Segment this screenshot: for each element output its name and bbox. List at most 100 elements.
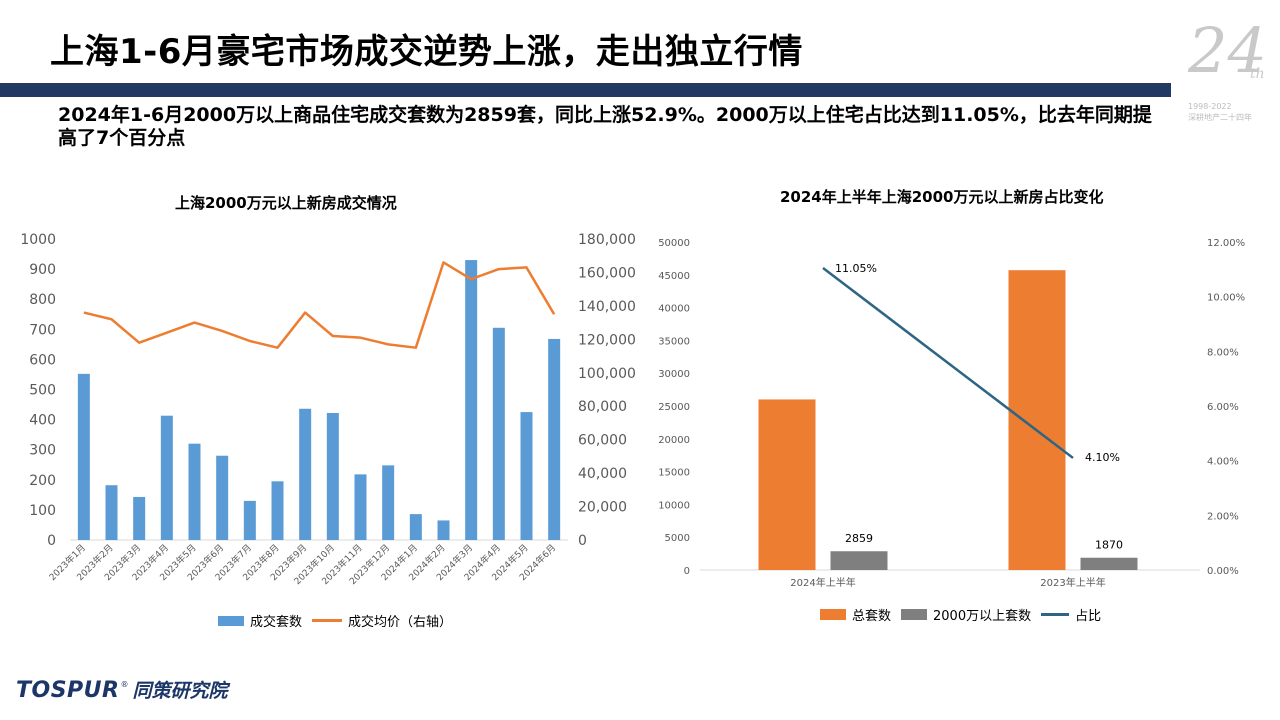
legend-item-above: 2000万以上套数 (901, 605, 1031, 624)
legend-swatch-line (312, 619, 343, 622)
right-axis-tick-label: 10.00% (1207, 293, 1245, 304)
right-chart-legend: 总套数 2000万以上套数 占比 (820, 605, 1111, 624)
left-axis-tick-label: 500 (29, 383, 56, 399)
summary-text: 2024年1-6月2000万以上商品住宅成交套数为2859套，同比上涨52.9%… (58, 104, 1152, 149)
legend-label-total: 总套数 (852, 609, 892, 624)
left-axis-tick-label: 900 (29, 262, 56, 278)
left-axis-tick-label: 200 (29, 473, 56, 489)
left-axis-tick-label: 100 (29, 503, 56, 519)
legend-label-above: 2000万以上套数 (933, 609, 1032, 624)
x-tick-label: 2024年上半年 (790, 576, 855, 589)
legend-swatch-bar (218, 615, 244, 626)
bar-2023年1月 (77, 373, 90, 540)
left-axis-tick-label: 30000 (658, 369, 690, 380)
bar-2023年4月 (160, 415, 173, 540)
bar-2023年8月 (271, 481, 284, 540)
badge-subtitle: 深耕地产二十四年 (1188, 113, 1252, 122)
right-axis-tick-label: 6.00% (1207, 402, 1239, 413)
logo-english: TOSPUR (16, 678, 120, 703)
left-axis-tick-label: 25000 (658, 402, 690, 413)
left-axis-tick-label: 50000 (658, 238, 690, 249)
bar-2024年1月 (409, 514, 422, 540)
right-axis-tick-label: 0 (578, 533, 587, 549)
left-chart-legend: 成交套数 成交均价（右轴） (218, 611, 462, 630)
left-chart-title: 上海2000万元以上新房成交情况 (175, 194, 397, 212)
bar-2024年3月 (465, 260, 478, 540)
legend-label-line: 成交均价（右轴） (348, 615, 453, 630)
anniversary-badge: 24 th 1998-2022 深耕地产二十四年 (1180, 14, 1276, 123)
left-axis-tick-label: 1000 (20, 232, 56, 248)
left-axis-tick-label: 35000 (658, 336, 690, 347)
badge-years: 1998-2022 (1188, 102, 1232, 111)
legend-label-bar: 成交套数 (250, 615, 303, 630)
legend-swatch-above (901, 609, 928, 620)
bar-2023年6月 (216, 455, 229, 540)
logo-registered-mark: ® (120, 680, 129, 689)
badge-suffix: th (1250, 66, 1265, 82)
bar-2024年6月 (548, 338, 561, 540)
line-series-ratio (822, 266, 1074, 459)
right-axis-tick-label: 180,000 (578, 232, 636, 248)
right-axis-tick-label: 60,000 (578, 433, 627, 449)
legend-item-ratio: 占比 (1041, 605, 1101, 624)
ratio-data-label: 4.10% (1085, 451, 1120, 464)
right-axis-tick-label: 0.00% (1207, 566, 1239, 577)
bar-2023年7月 (243, 500, 256, 540)
left-axis-tick-label: 5000 (665, 533, 690, 544)
legend-swatch-total (820, 609, 846, 620)
bar-2023年9月 (299, 408, 312, 540)
bar-2024年2月 (437, 520, 450, 540)
left-axis-tick-label: 600 (29, 352, 56, 368)
left-axis-tick-label: 20000 (658, 435, 690, 446)
x-tick-label: 2023年上半年 (1040, 576, 1105, 589)
logo-chinese: 同策研究院 (132, 680, 228, 702)
ratio-data-label: 11.05% (835, 262, 877, 275)
bar-2023年2月 (105, 485, 118, 540)
legend-item-bar-series: 成交套数 (218, 611, 302, 630)
line-series-avg-price (83, 261, 556, 349)
bar-2000万以上套数-2024年上半年 (830, 551, 888, 570)
right-axis-tick-label: 4.00% (1207, 457, 1239, 468)
right-axis-tick-label: 40,000 (578, 466, 627, 482)
bar-2000万以上套数-2023年上半年 (1080, 557, 1138, 570)
right-axis-tick-label: 120,000 (578, 332, 636, 348)
right-axis-tick-label: 140,000 (578, 299, 636, 315)
left-axis-tick-label: 10000 (658, 500, 690, 511)
right-axis-tick-label: 2.00% (1207, 511, 1239, 522)
bar-总套数-2024年上半年 (758, 399, 816, 570)
left-axis-tick-label: 45000 (658, 271, 690, 282)
left-axis-tick-label: 0 (47, 533, 56, 549)
left-axis-tick-label: 700 (29, 322, 56, 338)
right-axis-tick-label: 100,000 (578, 366, 636, 382)
legend-item-line-series: 成交均价（右轴） (312, 611, 452, 630)
left-axis-tick-label: 0 (684, 566, 690, 577)
right-chart-title: 2024年上半年上海2000万元以上新房占比变化 (780, 188, 1104, 206)
bar-总套数-2023年上半年 (1008, 270, 1066, 570)
tospur-logo: TOSPUR ® 同策研究院 (16, 676, 228, 703)
right-axis-tick-label: 80,000 (578, 399, 627, 415)
bar-2023年11月 (354, 474, 367, 540)
badge-number: 24 (1188, 14, 1267, 87)
bar-2024年5月 (520, 412, 533, 540)
bar-2023年12月 (382, 465, 395, 540)
bar-2023年5月 (188, 443, 201, 540)
legend-swatch-ratio (1041, 613, 1070, 616)
right-axis-tick-label: 12.00% (1207, 238, 1245, 249)
data-label: 1870 (1095, 539, 1123, 552)
right-axis-tick-label: 160,000 (578, 265, 636, 281)
left-axis-tick-label: 40000 (658, 304, 690, 315)
left-axis-tick-label: 15000 (658, 468, 690, 479)
left-axis-tick-label: 800 (29, 292, 56, 308)
data-label: 2859 (845, 532, 873, 545)
bar-2023年3月 (133, 496, 146, 540)
left-axis-tick-label: 300 (29, 443, 56, 459)
right-axis-tick-label: 8.00% (1207, 347, 1239, 358)
bar-2023年10月 (326, 412, 339, 540)
page-title: 上海1-6月豪宅市场成交逆势上涨，走出独立行情 (50, 32, 803, 72)
legend-item-total: 总套数 (820, 605, 891, 624)
right-axis-tick-label: 20,000 (578, 500, 627, 516)
header-divider-bar (0, 83, 1171, 97)
left-axis-tick-label: 400 (29, 413, 56, 429)
bar-2024年4月 (492, 327, 505, 540)
